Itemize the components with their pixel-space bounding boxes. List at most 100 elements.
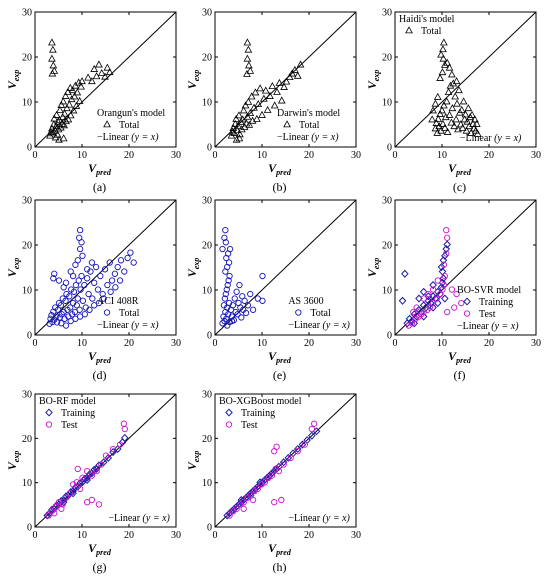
x-tick-label: 20 bbox=[124, 150, 134, 161]
panel-label: (b) bbox=[273, 180, 287, 194]
legend-title: BO-XGBoost model bbox=[219, 396, 302, 407]
x-axis-label: Vpred bbox=[448, 161, 472, 177]
data-point bbox=[102, 452, 110, 459]
data-point bbox=[237, 125, 246, 133]
data-point bbox=[85, 290, 92, 298]
data-point bbox=[460, 115, 469, 123]
x-tick-label: 10 bbox=[437, 150, 447, 161]
data-point bbox=[59, 97, 68, 105]
data-point bbox=[68, 86, 77, 94]
data-point bbox=[256, 84, 264, 92]
data-point bbox=[232, 114, 241, 122]
data-point bbox=[91, 279, 98, 286]
legend-title: BO-RF model bbox=[39, 396, 96, 407]
panel-label: (f) bbox=[454, 368, 466, 382]
series-total bbox=[46, 38, 114, 143]
legend-label-total: Total bbox=[119, 120, 140, 131]
data-point bbox=[265, 471, 274, 480]
data-point bbox=[440, 38, 448, 46]
data-point bbox=[443, 226, 450, 234]
chart-panel-e: 00 10 10 20 20 30 30 Vpred Vexp AS 3600Total−Line… bbox=[185, 196, 361, 383]
legend-title: Haidi's model bbox=[399, 14, 455, 25]
data-point bbox=[258, 110, 266, 118]
data-point bbox=[301, 441, 308, 448]
data-point bbox=[280, 82, 288, 90]
data-point bbox=[50, 275, 57, 282]
data-point bbox=[52, 503, 59, 510]
x-tick-label: 10 bbox=[77, 338, 87, 349]
data-point bbox=[106, 259, 113, 266]
data-point bbox=[76, 245, 84, 253]
data-point bbox=[78, 272, 85, 280]
data-point bbox=[93, 467, 100, 475]
data-point bbox=[60, 121, 69, 129]
data-point bbox=[79, 252, 86, 259]
x-tick-label: 30 bbox=[351, 150, 361, 161]
data-point bbox=[441, 113, 450, 121]
data-point bbox=[52, 110, 61, 118]
x-tick-label: 30 bbox=[171, 338, 181, 349]
data-point bbox=[244, 45, 253, 53]
data-point bbox=[246, 66, 255, 74]
x-axis-label: Vpred bbox=[88, 161, 112, 177]
plot-frame bbox=[214, 11, 357, 148]
data-point bbox=[74, 78, 83, 86]
data-point bbox=[429, 299, 437, 307]
data-point bbox=[243, 112, 252, 120]
data-point bbox=[73, 479, 80, 486]
data-point bbox=[288, 69, 296, 77]
data-point bbox=[97, 272, 104, 280]
data-point bbox=[431, 99, 440, 107]
legend-marker-total bbox=[103, 309, 111, 316]
series-test bbox=[226, 420, 318, 519]
data-point bbox=[228, 313, 236, 320]
data-point bbox=[441, 251, 449, 260]
data-point bbox=[62, 117, 70, 125]
data-point bbox=[236, 281, 243, 289]
data-point bbox=[436, 109, 444, 117]
data-point bbox=[429, 281, 437, 290]
data-point bbox=[76, 226, 84, 234]
data-point bbox=[244, 302, 252, 309]
data-point bbox=[278, 496, 285, 504]
data-point bbox=[90, 64, 99, 72]
y-axis-label: Vexp bbox=[185, 70, 201, 90]
x-tick-label: 30 bbox=[531, 150, 541, 161]
data-point bbox=[443, 127, 452, 135]
data-point bbox=[241, 101, 250, 109]
data-point bbox=[429, 286, 437, 293]
plot-frame bbox=[394, 11, 537, 148]
data-point bbox=[78, 77, 86, 85]
data-point bbox=[50, 66, 59, 74]
data-point bbox=[439, 119, 447, 127]
legend-reference-line: −Linear (y = x) bbox=[288, 513, 350, 524]
data-point bbox=[69, 489, 77, 498]
data-point bbox=[234, 121, 242, 129]
data-point bbox=[70, 92, 79, 100]
data-point bbox=[221, 295, 229, 302]
data-point bbox=[57, 302, 64, 309]
data-point bbox=[439, 286, 446, 293]
data-point bbox=[261, 479, 268, 486]
data-point bbox=[444, 308, 451, 316]
y-tick-label: 30 bbox=[202, 390, 212, 401]
data-point bbox=[75, 277, 82, 284]
data-point bbox=[468, 110, 476, 118]
data-point bbox=[420, 295, 427, 302]
data-point bbox=[95, 501, 103, 508]
data-point bbox=[429, 303, 437, 312]
legend-marker-test bbox=[463, 310, 471, 317]
data-point bbox=[275, 467, 283, 475]
data-point bbox=[84, 73, 92, 81]
data-point bbox=[109, 445, 117, 453]
data-point bbox=[56, 123, 65, 131]
x-tick-label: 0 bbox=[213, 338, 218, 349]
data-point bbox=[277, 96, 286, 104]
data-point bbox=[84, 467, 91, 475]
y-tick-label: 10 bbox=[202, 478, 212, 489]
data-point bbox=[291, 65, 299, 73]
x-tick-label: 10 bbox=[257, 150, 267, 161]
data-point bbox=[452, 115, 460, 123]
data-point bbox=[442, 97, 451, 105]
